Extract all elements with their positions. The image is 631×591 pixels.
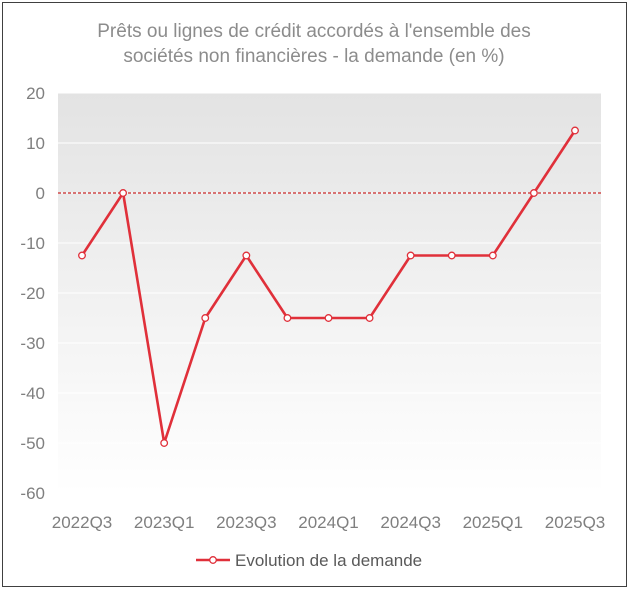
data-point (283, 314, 292, 322)
data-point (242, 251, 251, 260)
data-point (119, 189, 128, 197)
y-tick-label: 20 (26, 84, 45, 103)
legend-swatch-marker (209, 556, 217, 564)
data-point (571, 126, 579, 135)
data-point (78, 251, 86, 260)
y-tick-label: -20 (20, 284, 45, 303)
y-tick-label: 10 (26, 134, 45, 153)
x-tick-label: 2023Q1 (134, 513, 195, 532)
data-point (488, 251, 497, 260)
x-tick-label: 2025Q3 (545, 513, 606, 532)
data-point (447, 251, 456, 260)
data-point (201, 314, 210, 322)
x-tick-label: 2024Q1 (298, 513, 359, 532)
x-tick-label: 2023Q3 (216, 513, 277, 532)
y-tick-label: 0 (36, 184, 45, 203)
chart-title-line: Prêts ou lignes de crédit accordés à l'e… (97, 21, 530, 42)
x-tick-label: 2025Q1 (463, 513, 524, 532)
y-tick-label: -60 (20, 484, 45, 503)
y-tick-label: -40 (20, 384, 45, 403)
chart-svg: Prêts ou lignes de crédit accordés à l'e… (20, 21, 606, 570)
data-point (324, 314, 333, 322)
y-tick-label: -50 (20, 434, 45, 453)
y-tick-label: -10 (20, 234, 45, 253)
chart-title: Prêts ou lignes de crédit accordés à l'e… (97, 21, 530, 67)
data-point (160, 439, 169, 447)
x-tick-label: 2022Q3 (52, 513, 113, 532)
x-tick-label: 2024Q3 (380, 513, 441, 532)
chart-title-line: sociétés non financières - la demande (e… (123, 46, 504, 67)
y-tick-label: -30 (20, 334, 45, 353)
y-axis-ticks: 20 10 0 -10 -20 -30 -40 -50 -60 (20, 84, 45, 503)
series-evolution-de-la-demande (78, 126, 579, 447)
legend: Evolution de la demande (196, 551, 422, 570)
data-point (529, 189, 538, 197)
data-point (365, 314, 374, 322)
data-point (406, 251, 415, 260)
x-axis-ticks: 2022Q3 2023Q1 2023Q3 2024Q1 2024Q3 2025Q1 2025… (52, 513, 606, 532)
legend-label: Evolution de la demande (235, 551, 422, 570)
